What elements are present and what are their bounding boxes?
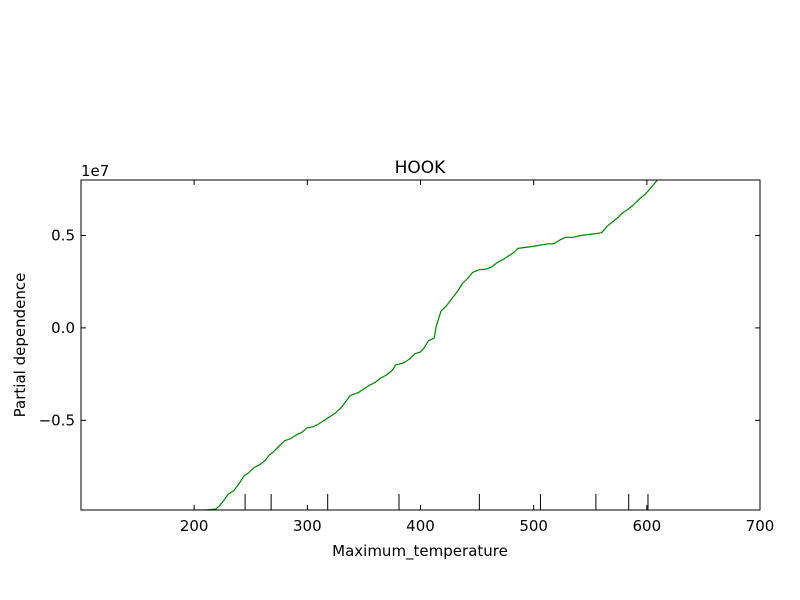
x-tick-label: 300 [293, 517, 322, 535]
series-line-0 [194, 180, 659, 510]
y-tick-label: 0.0 [51, 319, 75, 337]
rug-marks [244, 494, 649, 510]
y-tick-label: 0.5 [51, 226, 75, 244]
y-axis: 0.5 0.0 −0.5 [39, 226, 760, 429]
x-axis: 200 300 400 500 600 700 [180, 180, 774, 535]
plot-frame [80, 179, 761, 511]
y-tick-label: −0.5 [39, 411, 75, 429]
x-axis-label: Maximum_temperature [332, 542, 508, 561]
x-tick-label: 700 [746, 517, 775, 535]
x-tick-label: 200 [180, 517, 209, 535]
x-tick-label: 500 [519, 517, 548, 535]
x-tick-label: 400 [406, 517, 435, 535]
y-offset-label: 1e7 [81, 162, 109, 180]
x-tick-label: 600 [633, 517, 662, 535]
chart-title: HOOK [395, 158, 447, 178]
line-series [194, 180, 659, 510]
y-axis-label: Partial dependence [11, 273, 29, 418]
